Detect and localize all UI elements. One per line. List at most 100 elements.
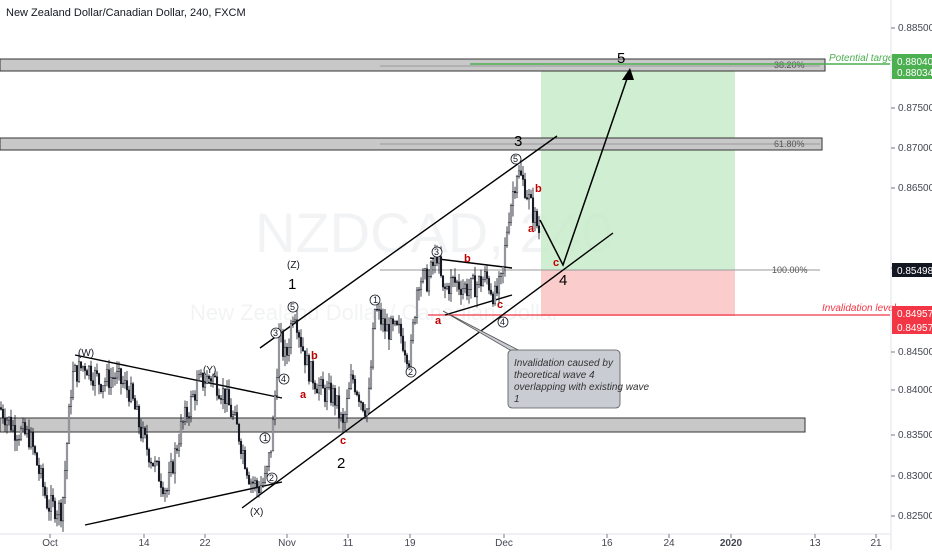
candle-body: [115, 371, 119, 379]
candle-body: [99, 384, 103, 393]
candle-body: [267, 452, 271, 467]
invalidation-label: Invalidation level: [822, 303, 897, 314]
candle-body: [353, 379, 357, 393]
wave-label-w: (W): [78, 348, 94, 359]
candle-body: [409, 340, 413, 367]
candle-body: [211, 375, 215, 382]
channel-lower-line[interactable]: [241, 232, 614, 509]
candle-body: [29, 432, 33, 448]
candlestick-series[interactable]: [0, 160, 541, 532]
trendlines[interactable]: [74, 135, 614, 526]
x-tick-label: 13: [809, 538, 821, 549]
candle-body: [265, 466, 269, 474]
support-zone[interactable]: [0, 417, 806, 433]
candle-body: [163, 490, 167, 495]
candle-body: [59, 502, 63, 522]
triangle-lower-line[interactable]: [444, 294, 513, 316]
candle-body: [167, 472, 171, 491]
candle-body: [415, 289, 419, 318]
candle-body: [121, 382, 125, 385]
price-tag-label: 0.88040: [897, 57, 932, 68]
price-tag-label: 0.84957: [897, 323, 932, 334]
candle-body: [529, 194, 533, 199]
resistance-zone-upper[interactable]: [0, 58, 826, 72]
candle-body: [81, 366, 85, 369]
candle-body: [423, 268, 427, 271]
wave-label-red-c1: c: [340, 435, 346, 447]
candle-body: [407, 363, 411, 367]
candle-body: [275, 377, 279, 396]
candle-body: [17, 438, 21, 441]
circled-1-b-text: 1: [373, 295, 378, 305]
w-y-resistance-line[interactable]: [74, 354, 283, 399]
candle-body: [183, 406, 187, 422]
circled-5-a: [287, 301, 299, 313]
candle-body: [363, 410, 367, 416]
candle-body: [229, 404, 233, 417]
triangle-upper-line[interactable]: [429, 257, 513, 269]
candle-body: [235, 412, 239, 425]
candle-body: [477, 276, 481, 285]
price-axis[interactable]: 0.885000.875000.870000.865000.850000.845…: [891, 23, 932, 522]
y-tick-label: 0.86500: [898, 183, 932, 194]
candle-body: [23, 422, 27, 435]
candle-body: [537, 225, 541, 233]
price-tag-label: 01:31:37: [897, 226, 932, 237]
candle-body: [207, 375, 211, 379]
candle-body: [333, 388, 337, 406]
candle-body: [283, 346, 287, 357]
wave-label-3: 3: [514, 133, 522, 150]
stop-zone[interactable]: [541, 270, 735, 316]
price-tag-bg: [892, 208, 932, 222]
candle-body: [465, 283, 469, 296]
candle-body: [459, 288, 463, 295]
channel-upper-line[interactable]: [259, 135, 558, 349]
candle-body: [147, 449, 151, 463]
target-zone[interactable]: [541, 60, 735, 270]
candle-body: [367, 387, 371, 410]
candle-body: [245, 468, 249, 476]
candle-body: [159, 481, 163, 488]
candle-body: [395, 321, 399, 325]
candle-body: [535, 211, 539, 227]
candle-body: [57, 502, 61, 516]
candle-body: [67, 406, 71, 444]
circled-3-a: [270, 327, 282, 339]
annotation-box[interactable]: [507, 349, 621, 409]
wave-label-y: (Y): [203, 365, 216, 376]
candle-body: [523, 179, 527, 198]
projection-path[interactable]: [539, 69, 631, 267]
lower-support-line[interactable]: [84, 481, 283, 526]
circled-2-a: [266, 472, 278, 484]
candle-body: [141, 427, 145, 439]
candle-body: [285, 346, 289, 356]
candle-body: [449, 277, 453, 294]
candle-body: [355, 391, 359, 396]
candle-body: [361, 402, 365, 411]
candle-body: [347, 388, 351, 399]
x-tick-label: 21: [870, 538, 882, 549]
candle-body: [317, 384, 321, 394]
candle-body: [71, 371, 75, 398]
candle-body: [387, 324, 391, 340]
candle-body: [7, 416, 11, 421]
candle-body: [187, 416, 191, 418]
candle-body: [369, 366, 373, 389]
candle-body: [349, 374, 353, 389]
candle-body: [485, 271, 489, 279]
time-axis[interactable]: Oct 14 22 Nov 11 19 Dec 16 24 2020 13 21: [42, 534, 882, 549]
price-tag-label: 0.84957: [897, 309, 932, 320]
candle-body: [125, 380, 129, 391]
candle-body: [483, 271, 487, 281]
candle-body: [315, 388, 319, 394]
x-tick-label: 14: [138, 538, 150, 549]
candle-body: [171, 461, 175, 474]
candle-body: [139, 426, 143, 439]
circled-3-b: [431, 246, 443, 258]
candle-body: [507, 221, 511, 233]
wave-label-4: 4: [559, 272, 567, 289]
candle-body: [173, 448, 177, 474]
candle-body: [519, 170, 523, 176]
